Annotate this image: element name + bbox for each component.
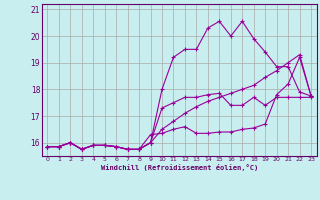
X-axis label: Windchill (Refroidissement éolien,°C): Windchill (Refroidissement éolien,°C): [100, 164, 258, 171]
